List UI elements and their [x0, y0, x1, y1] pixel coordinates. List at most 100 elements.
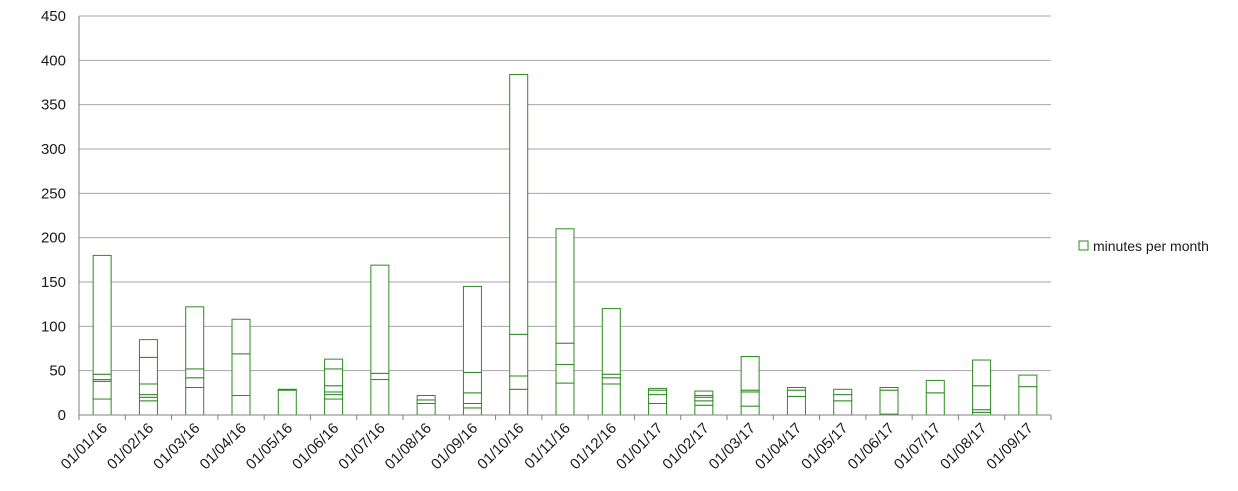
x-tick-label: 01/05/17 — [798, 420, 851, 473]
bar-segment — [786, 395, 806, 416]
bar-segment — [185, 368, 205, 379]
bar-segment — [462, 285, 482, 373]
bar-segment — [833, 388, 853, 396]
bar-segment — [601, 308, 621, 375]
bar-segment — [509, 388, 529, 416]
bar-segment — [462, 392, 482, 404]
x-tick-label: 01/06/17 — [845, 420, 898, 473]
x-tick-label: 01/06/16 — [289, 420, 342, 473]
bar-segment — [185, 387, 205, 416]
bar-stack — [185, 306, 205, 416]
bar-stack — [138, 339, 158, 416]
bar-stack — [92, 254, 112, 416]
bar-stack — [231, 318, 251, 416]
bar-segment — [324, 394, 344, 400]
bar-segment — [648, 394, 668, 404]
x-tick-label: 01/09/17 — [983, 420, 1036, 473]
bar-segment — [786, 387, 806, 391]
legend-swatch — [1078, 240, 1089, 251]
bar-segment — [324, 398, 344, 416]
bar-segment — [462, 371, 482, 394]
bar-segment — [277, 389, 297, 416]
x-tick-label: 01/05/16 — [243, 420, 296, 473]
x-tick-label: 01/03/16 — [150, 420, 203, 473]
y-tick-label: 50 — [49, 363, 66, 380]
bar-stack — [972, 359, 992, 416]
bar-segment — [879, 389, 899, 415]
bar-segment — [92, 373, 112, 381]
bar-segment — [925, 379, 945, 394]
bar-segment — [925, 392, 945, 416]
bar-segment — [462, 407, 482, 416]
bar-segment — [601, 383, 621, 416]
y-tick-label: 200 — [41, 230, 66, 247]
bar-segment — [231, 394, 251, 416]
bar-segment — [509, 375, 529, 390]
x-tick-label: 01/09/16 — [428, 420, 481, 473]
bar-segment — [555, 228, 575, 344]
x-tick-label: 01/08/16 — [382, 420, 435, 473]
bar-segment — [138, 339, 158, 358]
bar-segment — [694, 390, 714, 396]
bar-segment — [370, 264, 390, 374]
y-tick-label: 250 — [41, 185, 66, 202]
y-tick-label: 400 — [41, 52, 66, 69]
bar-segment — [555, 342, 575, 365]
bar-segment — [833, 400, 853, 416]
bar-segment — [462, 402, 482, 409]
bar-segment — [740, 391, 760, 407]
bar-segment — [972, 359, 992, 387]
legend-label: minutes per month — [1093, 238, 1209, 254]
bar-segment — [92, 398, 112, 416]
bar-segment — [92, 380, 112, 400]
bar-segment — [740, 405, 760, 416]
bar-segment — [231, 318, 251, 355]
axes — [78, 16, 1052, 420]
bar-segment — [185, 377, 205, 389]
bar-segment — [786, 389, 806, 397]
bar-segment — [416, 402, 436, 416]
bar-stack — [786, 387, 806, 416]
bar-segment — [694, 404, 714, 416]
x-tick-label: 01/04/17 — [752, 420, 805, 473]
bar-segment — [555, 363, 575, 384]
bar-stack — [601, 308, 621, 416]
y-tick-label: 150 — [41, 274, 66, 291]
x-tick-label: 01/07/16 — [335, 420, 388, 473]
bar-segment — [370, 372, 390, 381]
x-tick-label: 01/01/17 — [613, 420, 666, 473]
y-axis-tick-labels: 0 50 100 150 200 250 300 350 400 450 — [41, 8, 66, 424]
bar-segment — [370, 379, 390, 416]
bar-stack — [648, 387, 668, 416]
bar-stack — [879, 387, 899, 416]
bar-segment — [740, 355, 760, 391]
x-tick-label: 01/11/16 — [521, 420, 574, 473]
bar-stack — [277, 388, 297, 416]
x-tick-label: 01/08/17 — [937, 420, 990, 473]
y-tick-label: 100 — [41, 318, 66, 335]
x-tick-label: 01/12/16 — [567, 420, 620, 473]
y-tick-label: 450 — [41, 8, 66, 25]
bar-segment — [601, 373, 621, 379]
y-tick-label: 300 — [41, 141, 66, 158]
bar-segment — [879, 387, 899, 391]
bar-segment — [138, 383, 158, 396]
bar-segment — [601, 377, 621, 385]
bar-segment — [1018, 374, 1038, 388]
bar-stack — [694, 390, 714, 416]
x-tick-label: 01/02/17 — [659, 420, 712, 473]
x-tick-label: 01/10/16 — [474, 420, 527, 473]
bar-segment — [1018, 386, 1038, 416]
x-tick-label: 01/01/16 — [58, 420, 111, 473]
bar-segment — [648, 389, 668, 396]
bar-segment — [416, 394, 436, 401]
bar-segment — [972, 385, 992, 411]
bar-segment — [416, 399, 436, 404]
bar-segment — [324, 385, 344, 393]
bar-segment — [648, 387, 668, 391]
x-axis-tick-labels: 01/01/1601/02/1601/03/1601/04/1601/05/16… — [58, 420, 1037, 473]
bar-stack — [555, 228, 575, 416]
bar-segment — [694, 396, 714, 402]
x-tick-label: 01/07/17 — [891, 420, 944, 473]
